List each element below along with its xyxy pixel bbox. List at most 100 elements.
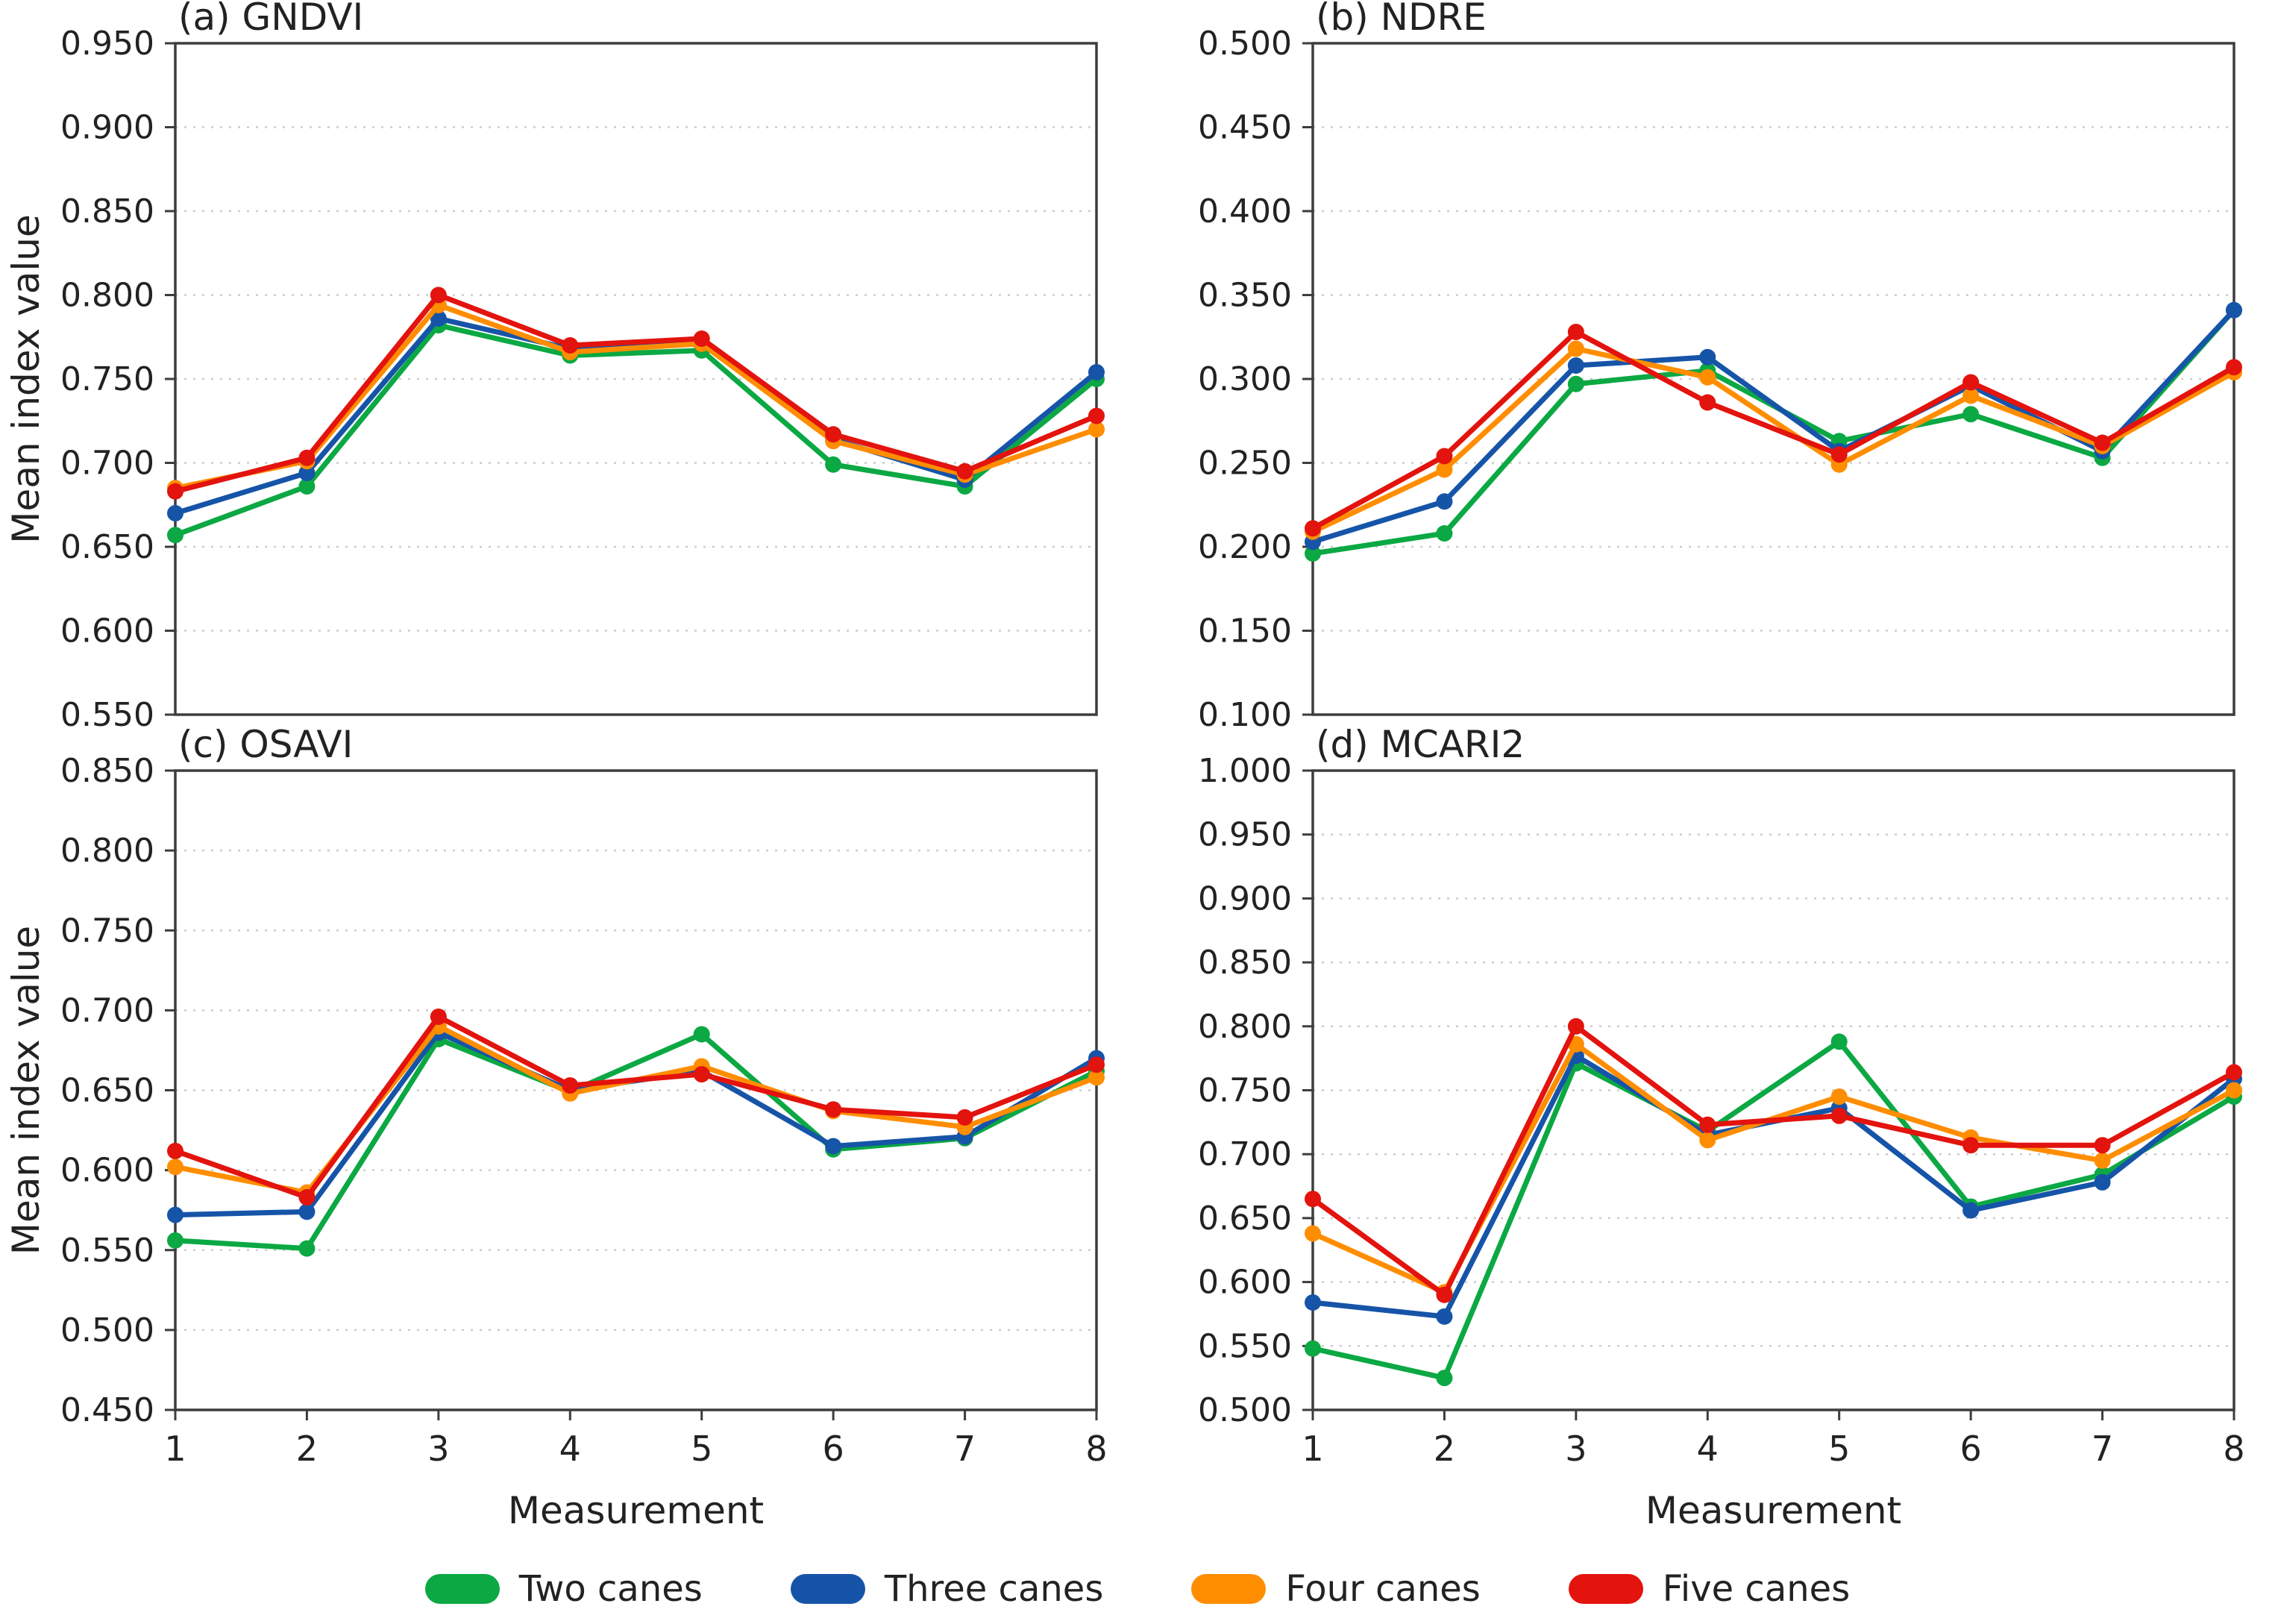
series-three-canes-marker [1436,493,1453,510]
series-five-canes-marker [1436,1286,1453,1303]
legend: Two canes Three canes Four canes Five canes [0,1557,2275,1621]
series-five-canes-marker [298,1189,316,1206]
y-tick-label: 0.650 [1198,1200,1292,1238]
series-five-canes-marker [562,337,579,354]
y-axis-label: Mean index value [4,214,48,543]
legend-swatch-five-canes [1568,1574,1643,1604]
y-tick-label: 0.400 [1198,192,1292,231]
x-tick-label: 7 [2092,1429,2113,1469]
series-five-canes-marker [2094,434,2111,451]
series-three-canes-marker [1305,1294,1321,1311]
y-tick-label: 0.600 [1198,1264,1292,1302]
series-two-canes-marker [1962,406,1980,423]
series-three-canes-marker [298,465,316,481]
y-tick-label: 0.500 [60,1311,154,1349]
series-five-canes-line [172,1014,1099,1200]
series-four-canes-line [172,1023,1099,1196]
series-five-canes-marker [1830,446,1848,463]
chart-a-svg: 0.950 0.900 0.850 0.800 0.750 0.700 0.650 0.600… [4,0,1105,727]
y-tick-label: 0.550 [60,1232,154,1270]
chart-title: (b) NDRE [1316,0,1487,39]
x-axis-label: Measurement [1645,1489,1901,1532]
x-tick-label: 2 [296,1429,318,1469]
y-tick-label: 0.500 [1198,1391,1292,1429]
y-tick-label: 0.650 [60,1072,154,1110]
series-two-canes-line [1310,307,2237,557]
y-tick-label: 0.850 [1198,944,1292,982]
series-three-canes-marker [1962,1202,1980,1219]
x-tick-label: 4 [559,1429,581,1469]
series-two-canes-marker [167,1232,183,1249]
y-tick-label: 0.900 [60,109,154,147]
x-tick-label: 4 [1697,1429,1719,1469]
legend-label: Five canes [1662,1568,1851,1610]
y-axis-label: Mean index value [4,926,48,1255]
y-tick-label: 0.550 [1198,1327,1292,1365]
series-five-canes-marker [2226,1064,2242,1081]
x-tick-label: 3 [427,1429,449,1469]
y-tick-label: 0.850 [60,192,154,231]
series-four-canes-marker [1830,1088,1848,1106]
panel-gndvi: 0.950 0.900 0.850 0.800 0.750 0.700 0.650 0.600… [0,0,1138,727]
y-tick-label: 0.800 [60,832,154,870]
legend-swatch-three-canes [790,1574,865,1604]
series-five-canes-line [1310,329,2237,531]
series-five-canes-marker [1962,1137,1980,1154]
series-two-canes-marker [825,456,842,473]
legend-item-three-canes: Three canes [790,1568,1103,1610]
series-four-canes-marker [1699,369,1716,386]
y-tick-label: 0.100 [1198,696,1292,727]
y-tick-label: 0.650 [60,528,154,566]
series-four-canes-marker [1436,461,1453,478]
series-four-canes-marker [1088,421,1105,438]
y-tick-label: 0.900 [1198,880,1292,918]
y-tick-label: 0.450 [60,1391,154,1429]
y-tick-label: 0.250 [1198,445,1292,483]
y-tick-label: 0.200 [1198,528,1292,566]
y-tick-label: 0.950 [1198,816,1292,854]
y-tick-label: 0.600 [60,1152,154,1190]
series-five-canes-marker [1305,1191,1321,1208]
series-two-canes-marker [1436,525,1453,542]
chart-title: (a) GNDVI [178,0,363,39]
x-tick-label: 5 [691,1429,712,1469]
chart-title: (d) MCARI2 [1316,727,1525,766]
series-three-canes-marker [1567,357,1584,374]
x-axis-label: Measurement [508,1489,764,1532]
chart-grid: 0.950 0.900 0.850 0.800 0.750 0.700 0.650 0.600… [0,0,2275,1555]
plot-border [1311,42,2235,716]
plot-border [174,42,1098,716]
series-five-canes-marker [1436,448,1453,465]
series-five-canes-marker [825,1101,842,1118]
panel-osavi: 0.850 0.800 0.750 0.700 0.650 0.600 0.550 0.500… [0,727,1138,1555]
series-four-canes-line [1310,1041,2237,1295]
series-three-canes-marker [1436,1308,1453,1325]
series-five-canes-marker [693,1066,710,1083]
series-three-canes-marker [167,505,183,521]
series-two-canes-line [1310,1038,2237,1381]
chart-c-svg: 0.850 0.800 0.750 0.700 0.650 0.600 0.550 0.500… [4,727,1108,1532]
series-five-canes-marker [1305,520,1321,537]
series-four-canes-marker [1962,387,1980,404]
legend-label: Four canes [1285,1568,1481,1610]
x-tick-label: 8 [2223,1429,2244,1469]
series-five-canes-marker [825,426,842,443]
series-four-canes-marker [2094,1152,2111,1169]
y-tick-label: 0.950 [60,25,154,63]
series-two-canes-marker [693,1026,710,1043]
chart-b-svg: 0.500 0.450 0.400 0.350 0.300 0.250 0.200 0.150… [1198,0,2242,727]
series-four-canes-marker [1567,340,1584,357]
plot-border [174,769,1098,1411]
panel-ndre: 0.500 0.450 0.400 0.350 0.300 0.250 0.200 0.150… [1138,0,2275,727]
legend-item-two-canes: Two canes [424,1568,703,1610]
x-tick-label: 7 [954,1429,976,1469]
series-five-canes-marker [430,286,447,304]
series-two-canes-marker [1305,545,1321,562]
chart-title: (c) OSAVI [178,727,353,766]
series-five-canes-marker [1962,374,1980,391]
y-tick-label: 1.000 [1198,752,1292,790]
y-tick-label: 0.450 [1198,109,1292,147]
legend-item-five-canes: Five canes [1568,1568,1851,1610]
x-tick-label: 5 [1828,1429,1850,1469]
series-five-canes-marker [430,1008,447,1025]
